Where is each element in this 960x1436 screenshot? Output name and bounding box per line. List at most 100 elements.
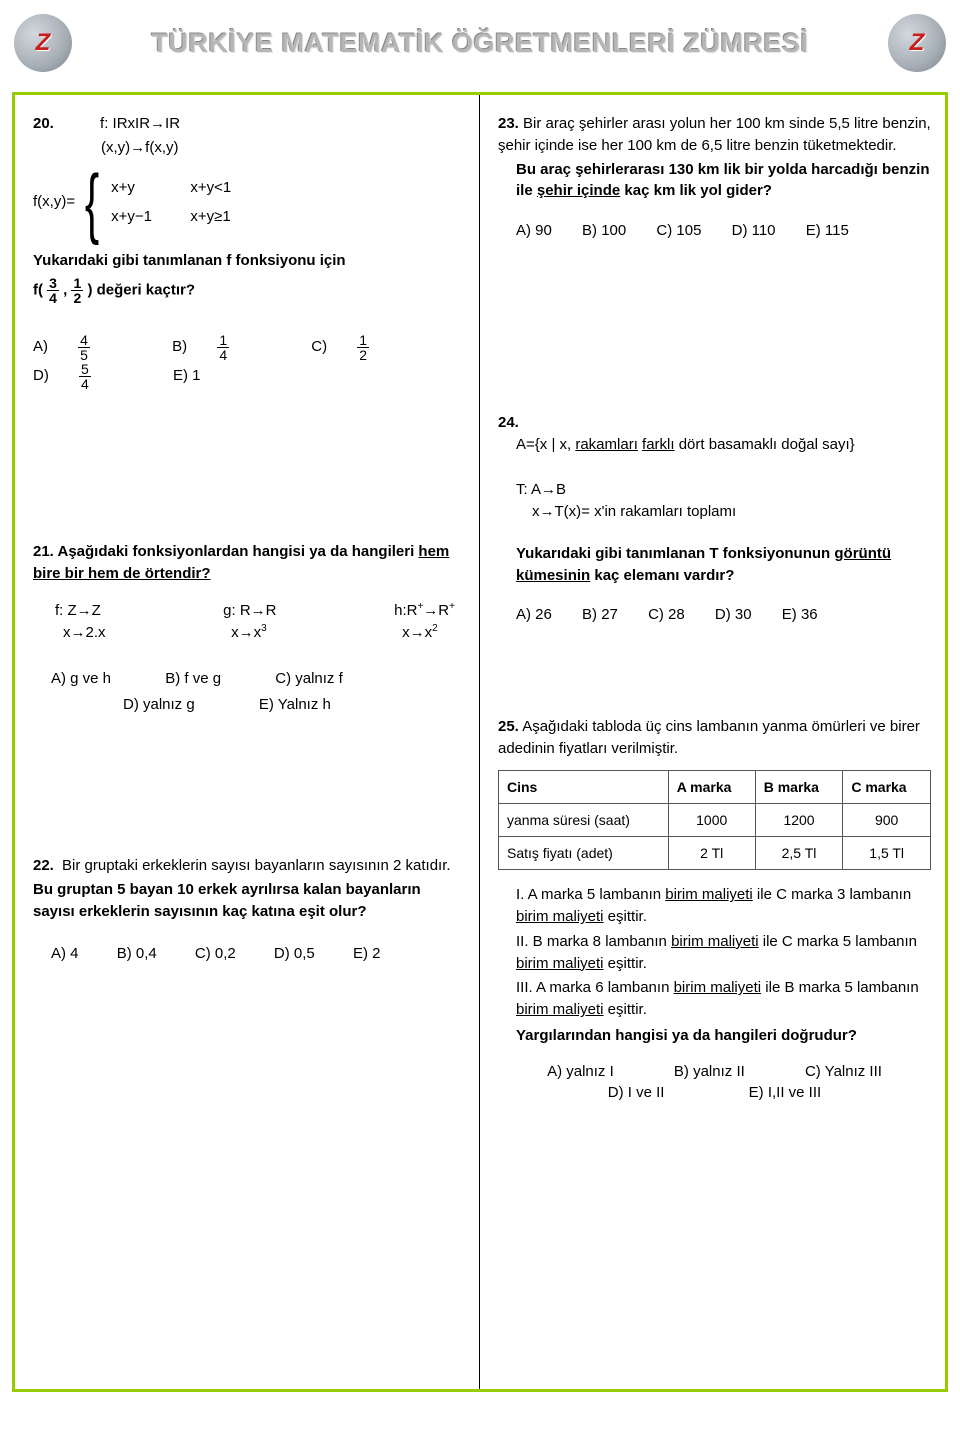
q25-r2c2: 2 Tl — [668, 837, 755, 870]
logo-z-icon: Z — [36, 29, 51, 57]
q25-intro: Aşağıdaki tabloda üç cins lambanın yanma… — [498, 718, 920, 757]
q23-optE: E) 115 — [806, 222, 849, 239]
q21-h-sup2: + — [449, 601, 455, 612]
question-21: 21. Aşağıdaki fonksiyonlardan hangisi ya… — [33, 541, 465, 716]
q22-optA: A) 4 — [51, 945, 79, 962]
q21-h-head-a: h:R — [394, 602, 417, 619]
q25-s3u: birim maliyeti — [674, 979, 762, 996]
q23-l2b: kaç km lik yol gider? — [620, 182, 772, 199]
q20-optB-label: B) — [172, 338, 187, 355]
q24-optA: A) 26 — [516, 606, 552, 623]
q25-optA: A) yalnız I — [547, 1063, 614, 1080]
logo-z-icon: Z — [910, 29, 925, 57]
q25-h3: B marka — [755, 770, 843, 803]
q20-bn: 1 — [217, 333, 229, 348]
q22-optB: B) 0,4 — [117, 945, 157, 962]
q21-number: 21. — [33, 543, 54, 560]
q20-piecewise: f(x,y)= { x+y x+y<1 x+y−1 x+y≥1 — [55, 169, 465, 237]
q25-r1c2: 1000 — [668, 803, 755, 836]
q25-table: Cins A marka B marka C marka yanma süres… — [498, 770, 931, 871]
q25-s3c: eşittir. — [604, 1001, 647, 1018]
table-row: yanma süresi (saat) 1000 1200 900 — [499, 803, 931, 836]
q25-s2a: II. B marka 8 lambanın — [516, 933, 671, 950]
q20-p2a: f( — [33, 281, 43, 298]
q24-pa: Yukarıdaki gibi tanımlanan T fonksiyonun… — [516, 545, 834, 562]
q21-h-head-b: →R — [423, 602, 449, 619]
q24-optE: E) 36 — [782, 606, 818, 623]
q25-s2b: ile C marka 5 lambanın — [759, 933, 917, 950]
q21-optA: A) g ve h — [51, 670, 111, 687]
q25-s1c: eşittir. — [604, 908, 647, 925]
q22-optC: C) 0,2 — [195, 945, 236, 962]
table-header-row: Cins A marka B marka C marka — [499, 770, 931, 803]
q25-number: 25. — [498, 718, 519, 735]
q20-number: 20. — [33, 115, 54, 132]
q22-number: 22. — [33, 857, 54, 874]
q24-optD: D) 30 — [715, 606, 752, 623]
q21-h-exp: 2 — [432, 623, 438, 634]
q20-row1-expr: x+y — [111, 177, 186, 199]
q20-optC: C) 12 — [311, 338, 421, 355]
q25-optD: D) I ve II — [608, 1084, 665, 1101]
q20-row2-expr: x+y−1 — [111, 206, 186, 228]
q21-optD: D) yalnız g — [123, 696, 195, 713]
right-column: 23. Bir araç şehirler arası yolun her 10… — [480, 95, 945, 1389]
q25-s3a: III. A marka 6 lambanın — [516, 979, 674, 996]
q25-optE: E) I,II ve III — [749, 1084, 822, 1101]
q23-line1: Bir araç şehirler arası yolun her 100 km… — [498, 115, 931, 154]
q21-g-map: x→x — [231, 624, 261, 641]
q22-line2: Bu gruptan 5 bayan 10 erkek ayrılırsa ka… — [33, 879, 465, 923]
q25-s2c: eşittir. — [604, 955, 647, 972]
q25-h4: C marka — [843, 770, 931, 803]
q22-line1: Bir gruptaki erkeklerin sayısı bayanları… — [62, 857, 451, 874]
q24-thead: T: A→B — [498, 479, 931, 501]
q24-optC: C) 28 — [648, 606, 685, 623]
q21-h: h:R+→R+ x→x2 — [394, 600, 455, 644]
logo-left: Z — [14, 14, 72, 72]
q20-dn: 5 — [79, 362, 91, 377]
page-title: TÜRKİYE MATEMATİK ÖĞRETMENLERİ ZÜMRESİ — [152, 28, 809, 59]
q23-optA: A) 90 — [516, 222, 552, 239]
question-20: 20. f: IRxIR→IR (x,y)→f(x,y) f(x,y)= { x… — [33, 113, 465, 391]
q21-f: f: Z→Z x→2.x — [55, 600, 106, 644]
q25-s3b: ile B marka 5 lambanın — [761, 979, 919, 996]
logo-right: Z — [888, 14, 946, 72]
q25-ask: Yargılarından hangisi ya da hangileri do… — [498, 1025, 931, 1047]
q20-row1-cond: x+y<1 — [190, 179, 231, 196]
question-25: 25. Aşağıdaki tabloda üç cins lambanın y… — [498, 716, 931, 1104]
q25-s2u: birim maliyeti — [671, 933, 759, 950]
q20-lhs: f(x,y)= — [33, 191, 75, 213]
q24-options: A) 26 B) 27 C) 28 D) 30 E) 36 — [498, 604, 931, 626]
q20-map: (x,y)→f(x,y) — [33, 137, 465, 159]
q22-options: A) 4 B) 0,4 C) 0,2 D) 0,5 E) 2 — [33, 943, 465, 965]
q20-domain: f: IRxIR→IR — [100, 115, 180, 132]
q20-optB: B) 14 — [172, 338, 281, 355]
q20-p2c: ) değeri kaçtır? — [87, 281, 195, 298]
q20-optE: E) 1 — [173, 367, 201, 384]
q20-options: A) 45 B) 14 C) 12 D) 54 E) 1 — [33, 333, 465, 391]
q22-optD: D) 0,5 — [274, 945, 315, 962]
q20-an: 4 — [78, 333, 90, 348]
q23-optC: C) 105 — [656, 222, 701, 239]
q23-number: 23. — [498, 115, 519, 132]
q24-pb: kaç elemanı vardır? — [590, 567, 734, 584]
question-24: 24. A={x | x, rakamları farklı dört basa… — [498, 412, 931, 626]
q25-r2c1: Satış fiyatı (adet) — [499, 837, 669, 870]
page-header: Z TÜRKİYE MATEMATİK ÖĞRETMENLERİ ZÜMRESİ… — [12, 8, 948, 78]
q25-h1: Cins — [499, 770, 669, 803]
q21-prompt-a: Aşağıdaki fonksiyonlardan hangisi ya da … — [57, 543, 418, 560]
q23-optB: B) 100 — [582, 222, 626, 239]
q20-f1d: 4 — [47, 291, 59, 305]
q21-optE: E) Yalnız h — [259, 696, 331, 713]
q24-tmap: x→T(x)= x'in rakamları toplamı — [498, 501, 931, 523]
q24-setdef-a: A={x | x, — [516, 436, 575, 453]
q23-optD: D) 110 — [732, 222, 776, 239]
q25-options: A) yalnız I B) yalnız II C) Yalnız III D… — [498, 1061, 931, 1105]
q20-f2d: 2 — [71, 291, 83, 305]
q20-ad: 5 — [78, 348, 90, 362]
q24-number: 24. — [498, 412, 931, 434]
q21-g-exp: 3 — [261, 623, 267, 634]
q25-s1b: ile C marka 3 lambanın — [753, 886, 911, 903]
q20-optD: D) 54 — [33, 367, 143, 384]
content-frame: 20. f: IRxIR→IR (x,y)→f(x,y) f(x,y)= { x… — [12, 92, 948, 1392]
